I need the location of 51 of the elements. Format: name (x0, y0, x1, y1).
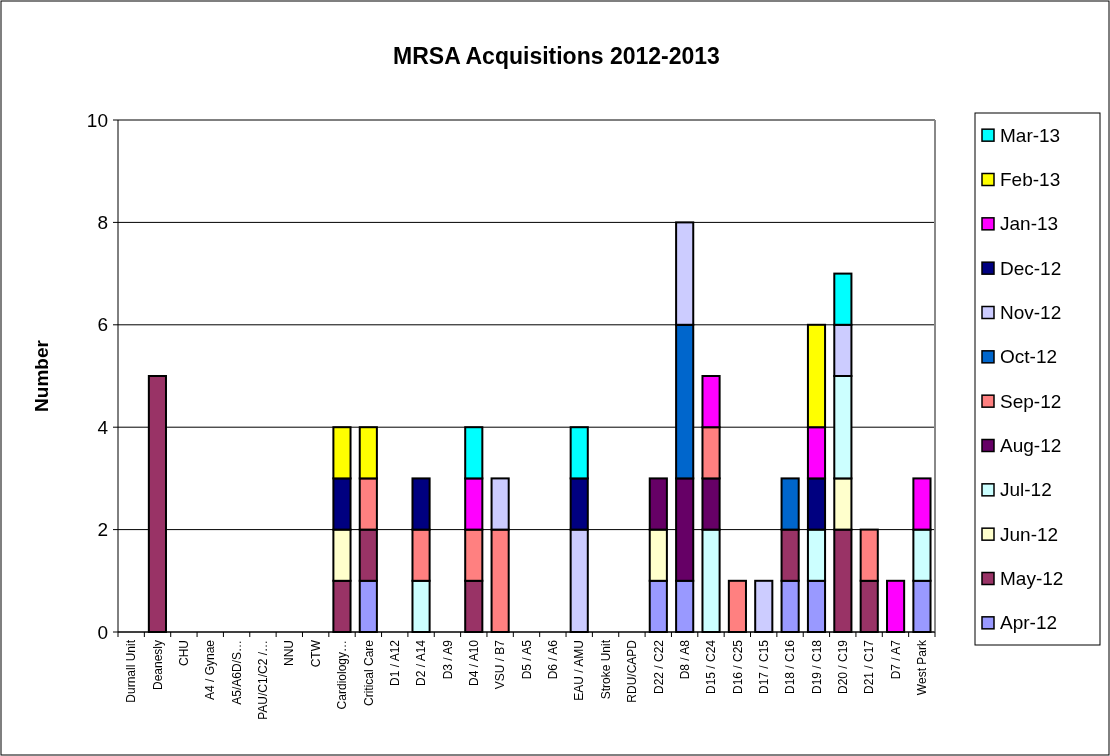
legend-label: Mar-13 (1000, 124, 1061, 146)
x-tick-label: Deanesly (150, 640, 165, 691)
legend-label: Aug-12 (1000, 435, 1062, 457)
x-tick-label: CTW (308, 639, 323, 668)
x-tick-label: D20 / C19 (836, 639, 851, 695)
x-tick-label: RDU/CAPD (625, 639, 640, 703)
legend-label: Nov-12 (1000, 302, 1062, 324)
x-tick-label: Critical Care (361, 639, 376, 707)
x-tick-label: Stroke Unit (598, 639, 613, 700)
legend-label: Sep-12 (1000, 390, 1062, 412)
x-tick-label: PAU/C1/C2 /… (256, 640, 271, 720)
x-tick-label: A4 / Gynae (203, 639, 218, 701)
legend-label: Jun-12 (1000, 523, 1059, 545)
legend-label: May-12 (1000, 568, 1064, 590)
y-tick-label: 6 (97, 314, 108, 336)
x-tick-label: VSU / B7 (493, 639, 508, 690)
x-tick-label: D16 / C25 (730, 639, 745, 695)
x-tick-label: D3 / A9 (440, 639, 455, 680)
x-tick-label: D5 / A5 (519, 639, 534, 680)
x-tick-label: D8 / A8 (677, 639, 692, 680)
x-tick-label: D17 / C15 (756, 639, 771, 695)
legend-label: Jul-12 (1000, 479, 1052, 501)
x-tick-label: D6 / A6 (546, 639, 561, 680)
x-tick-label: D15 / C24 (704, 639, 719, 695)
x-tick-label: D18 / C16 (783, 639, 798, 695)
legend-label: Feb-13 (1000, 169, 1061, 191)
x-tick-label: D2 / A14 (414, 639, 429, 687)
legend-label: Jan-13 (1000, 213, 1059, 235)
legend-label: Apr-12 (1000, 612, 1058, 634)
legend-label: Dec-12 (1000, 257, 1062, 279)
x-tick-label: Durnall Unit (124, 639, 139, 703)
y-tick-label: 10 (86, 109, 108, 131)
y-tick-label: 8 (97, 212, 108, 234)
y-tick-label: 4 (97, 416, 109, 438)
x-tick-label: D19 / C18 (809, 639, 824, 695)
x-tick-label: D7 / A7 (888, 639, 903, 680)
y-tick-label: 2 (97, 519, 108, 541)
x-tick-label: D1 / A12 (387, 639, 402, 687)
legend-label: Oct-12 (1000, 346, 1058, 368)
x-tick-label: D22 / C22 (651, 639, 666, 695)
x-tick-label: A5/A6D/S… (229, 640, 244, 705)
x-tick-label: EAU / AMU (572, 640, 587, 701)
x-tick-label: CHU (176, 640, 191, 666)
y-tick-label: 0 (97, 621, 108, 643)
x-tick-label: Cardiology… (335, 640, 350, 710)
x-tick-label: NNU (282, 640, 297, 666)
x-tick-label: D21 / C17 (862, 639, 877, 695)
chart-title: MRSA Acquisitions 2012-2013 (393, 43, 720, 69)
x-tick-label: West Park (915, 639, 930, 696)
y-axis-title: Number (31, 339, 52, 412)
x-tick-label: D4 / A10 (466, 639, 481, 687)
